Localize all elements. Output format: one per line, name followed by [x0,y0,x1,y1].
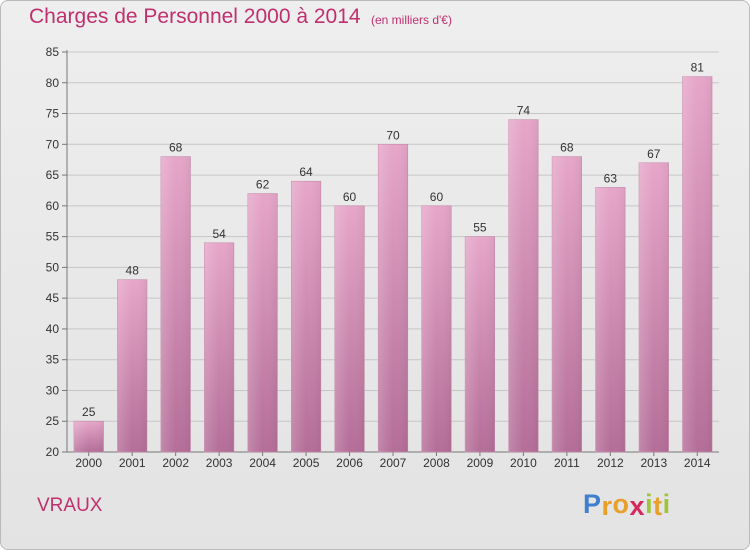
y-tick-label: 75 [46,107,60,121]
bar-shine [552,156,582,452]
brand-logo: Proxiti [583,489,671,521]
commune-name: VRAUX [37,495,103,516]
value-label: 81 [691,61,705,75]
bar-shine [639,162,669,452]
value-label: 63 [604,171,618,185]
brand-letter: i [662,489,671,519]
bar-shine [247,193,278,453]
value-label: 74 [517,104,531,118]
y-tick-label: 50 [46,260,60,274]
bar-shine [508,119,539,452]
bars [73,76,713,453]
x-tick-label: 2000 [75,456,102,470]
value-label: 62 [256,178,270,192]
brand-letter: t [653,491,663,521]
bar-shine [73,421,104,452]
y-tick-label: 65 [46,168,60,182]
x-tick-label: 2009 [467,456,494,470]
bar-shine [378,144,408,453]
y-tick-label: 25 [46,414,60,428]
value-label: 70 [386,128,400,142]
y-tick-label: 40 [46,322,60,336]
value-label: 68 [560,141,574,155]
value-label: 64 [299,165,313,179]
x-tick-label: 2013 [640,456,667,470]
value-label: 68 [169,141,183,155]
brand-letter: x [629,491,646,521]
value-label: 60 [430,190,444,204]
y-tick-label: 60 [46,199,60,213]
y-tick-label: 20 [46,445,60,459]
x-tick-label: 2005 [293,456,320,470]
value-label: 55 [473,221,487,235]
bar-shine [160,156,191,452]
brand-letter: o [612,489,630,519]
x-tick-label: 2008 [423,456,450,470]
y-tick-label: 30 [46,383,60,397]
brand-letter: P [583,489,602,519]
bar-shine [334,205,365,452]
bar-shine [682,76,713,452]
brand-letter: i [645,489,654,519]
bar-shine [117,279,147,452]
value-label: 67 [647,147,661,161]
x-tick-label: 2004 [249,456,276,470]
y-tick-label: 55 [46,230,60,244]
x-tick-label: 2012 [597,456,624,470]
bar-shine [291,181,321,452]
y-tick-label: 45 [46,291,60,305]
y-tick-label: 80 [46,76,60,90]
labels: 20 25 30 35 40 45 50 55 60 65 70 75 80 85 2000 25 2001 48… [46,45,711,470]
x-tick-label: 2002 [162,456,189,470]
value-label: 54 [212,227,226,241]
bar-shine [421,205,452,452]
x-tick-label: 2006 [336,456,363,470]
chart-title: Charges de Personnel 2000 à 2014 [29,5,361,28]
x-tick-label: 2010 [510,456,537,470]
bar-shine [204,242,234,452]
value-label: 48 [126,264,140,278]
brand-letter: r [601,491,613,521]
y-tick-label: 85 [46,45,60,59]
x-tick-label: 2003 [206,456,233,470]
chart-subtitle: (en milliers d'€) [371,13,452,27]
bar-shine [595,187,626,452]
x-tick-label: 2007 [380,456,407,470]
x-tick-label: 2014 [684,456,711,470]
x-tick-label: 2011 [554,456,580,470]
y-tick-label: 35 [46,353,60,367]
x-tick-label: 2001 [119,456,146,470]
bar-shine [465,236,495,452]
value-label: 60 [343,190,357,204]
y-tick-label: 70 [46,137,60,151]
value-label: 25 [82,405,96,419]
